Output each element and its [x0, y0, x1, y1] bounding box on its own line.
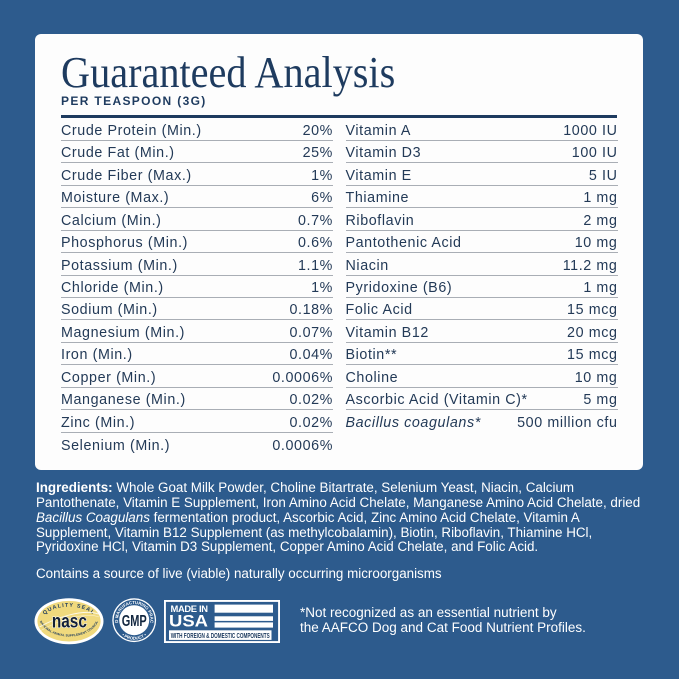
svg-text:USA: USA — [169, 612, 208, 631]
svg-text:MADE IN: MADE IN — [171, 603, 209, 614]
svg-text:nasc: nasc — [52, 612, 87, 633]
svg-text:GMP: GMP — [122, 613, 147, 630]
svg-text:WITH FOREIGN & DOMESTIC COMPON: WITH FOREIGN & DOMESTIC COMPONENTS — [171, 631, 270, 640]
svg-text:• PRODUCT •: • PRODUCT • — [121, 632, 147, 641]
